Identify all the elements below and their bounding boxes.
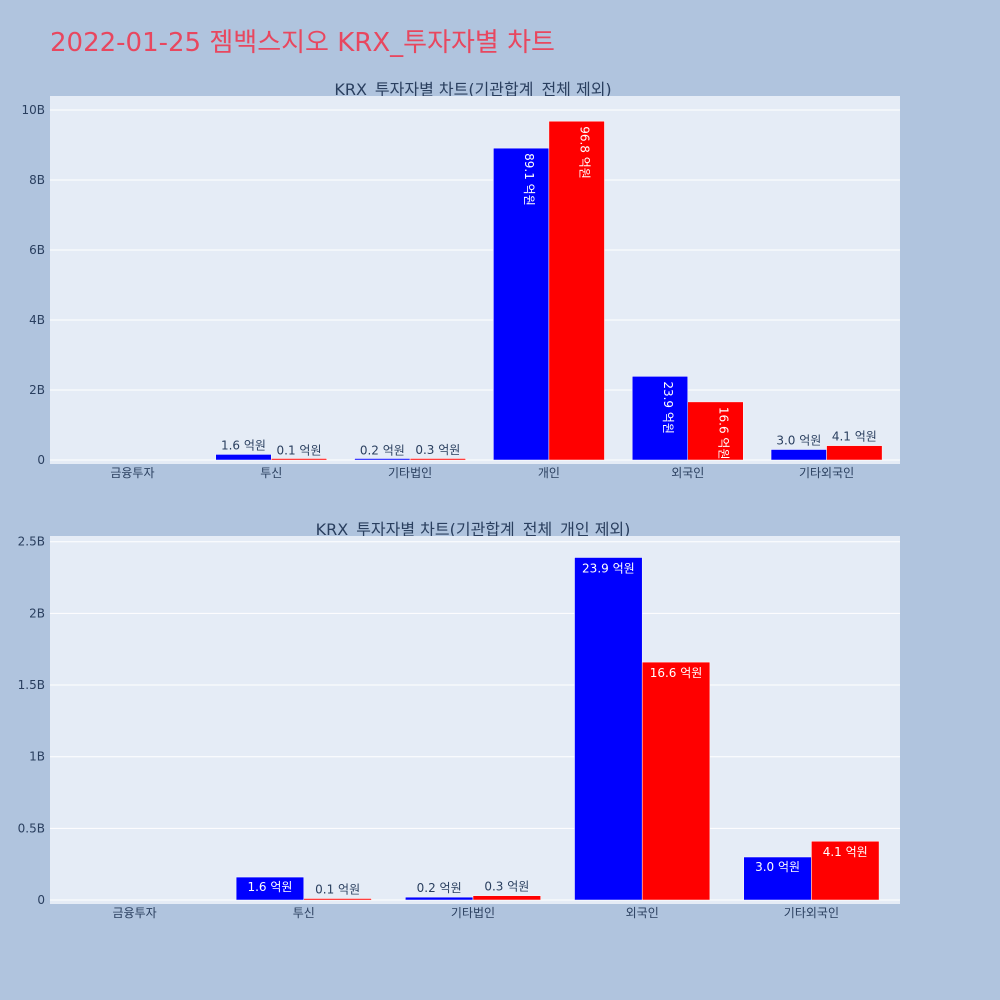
data-label: 89.1 억원	[522, 153, 536, 206]
bar	[271, 458, 328, 461]
chart-2-title: KRX_투자자별 차트(기관합계_전체_개인 제외)	[316, 520, 631, 540]
data-label: 4.1 억원	[832, 430, 877, 444]
data-label: 3.0 억원	[755, 860, 800, 874]
x-tick-label: 투신	[293, 906, 315, 920]
data-label: 23.9 억원	[661, 381, 675, 434]
bar	[631, 376, 689, 461]
data-label: 1.6 억원	[221, 438, 266, 452]
y-tick-label: 1.5B	[18, 678, 45, 692]
data-label: 0.3 억원	[484, 880, 529, 894]
x-tick-label: 금융투자	[110, 466, 154, 480]
data-label: 16.6 억원	[650, 666, 703, 680]
bar	[574, 557, 643, 901]
x-tick-label: 금융투자	[113, 906, 157, 920]
chart-2: KRX_투자자별 차트(기관합계_전체_개인 제외) 0 0.5B 1B 1.5B 2B…	[18, 520, 900, 920]
x-tick-label: 외국인	[626, 906, 659, 920]
data-label: 16.6 억원	[717, 407, 731, 460]
y-tick-label: 0	[37, 453, 45, 467]
bar	[409, 458, 466, 461]
y-tick-label: 2B	[29, 606, 45, 620]
x-tick-label: 기타외국인	[799, 466, 854, 480]
bar	[826, 445, 883, 461]
data-label: 23.9 억원	[582, 561, 635, 575]
plot-area	[50, 536, 900, 904]
y-tick-label: 6B	[29, 243, 45, 257]
bar	[472, 895, 541, 901]
chart-1-title: KRX_투자자별 차트(기관합계_전체 제외)	[334, 80, 611, 100]
y-tick-label: 2B	[29, 383, 45, 397]
y-tick-label: 10B	[21, 103, 45, 117]
x-tick-label: 외국인	[671, 466, 704, 480]
bar	[235, 876, 305, 901]
y-tick-label: 2.5B	[18, 535, 45, 549]
x-tick-label: 기타법인	[388, 466, 432, 480]
data-label: 0.2 억원	[417, 881, 462, 895]
bar	[770, 449, 827, 461]
data-label: 0.3 억원	[415, 443, 460, 457]
data-label: 1.6 억원	[247, 880, 292, 894]
bar	[405, 896, 474, 901]
x-tick-label: 기타법인	[451, 906, 495, 920]
plot-area	[50, 96, 900, 464]
data-label: 0.2 억원	[360, 443, 405, 457]
bar	[687, 401, 744, 461]
data-label: 3.0 억원	[776, 434, 821, 448]
data-label: 0.1 억원	[277, 444, 322, 458]
bar	[743, 856, 812, 901]
y-tick-label: 0	[37, 893, 45, 907]
bar	[493, 147, 550, 461]
y-tick-label: 1B	[29, 750, 45, 764]
bar	[215, 454, 272, 461]
data-label: 4.1 억원	[823, 845, 868, 859]
bar	[641, 661, 711, 901]
data-label: 96.8 억원	[578, 126, 592, 179]
bar	[354, 458, 411, 461]
chart-1: KRX_투자자별 차트(기관합계_전체 제외) 0 2B 4B 6B 8B 10B 금융투자…	[21, 80, 900, 480]
y-tick-label: 8B	[29, 173, 45, 187]
x-tick-label: 투신	[260, 466, 282, 480]
x-tick-label: 개인	[538, 466, 560, 480]
data-label: 0.1 억원	[315, 883, 360, 897]
bar	[548, 120, 605, 461]
y-tick-label: 4B	[29, 313, 45, 327]
y-tick-label: 0.5B	[18, 821, 45, 835]
bar	[811, 840, 880, 901]
bar	[303, 898, 372, 901]
x-tick-label: 기타외국인	[784, 906, 839, 920]
page-title: 2022-01-25 젬백스지오 KRX_투자자별 차트	[50, 28, 555, 58]
